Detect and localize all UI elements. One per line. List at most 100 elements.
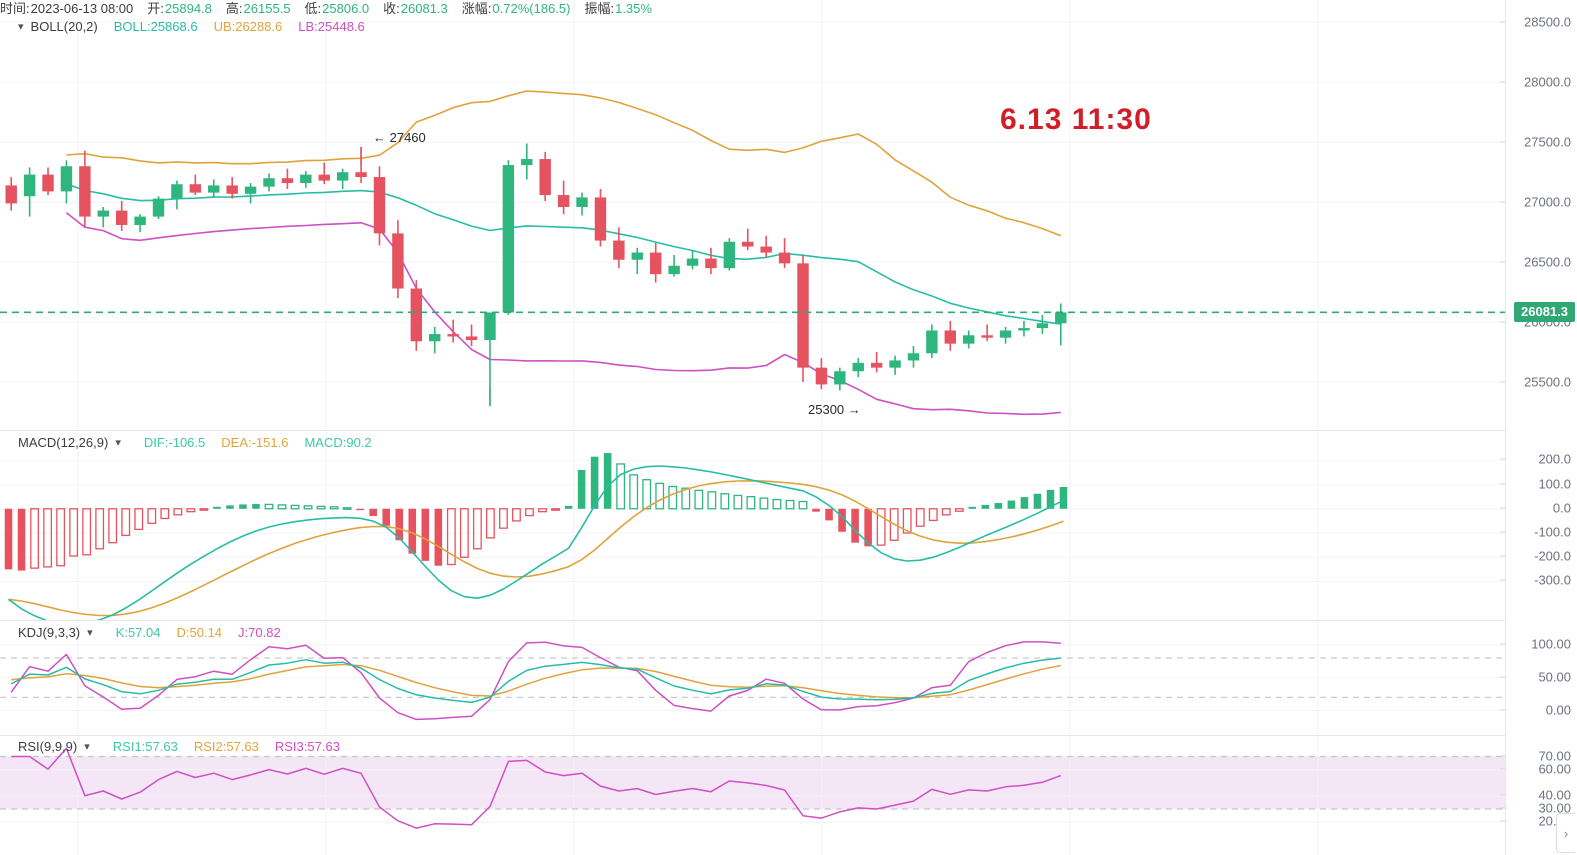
boll-lower-value: LB:25448.6 <box>298 19 365 34</box>
kdj-axis: 100.00 50.00 0.00 <box>1500 620 1577 735</box>
chevron-down-icon[interactable]: ▾ <box>115 437 121 449</box>
info-field-amplitude: 振幅: 1.35% <box>584 0 652 18</box>
axis-tick-label: 40.00 <box>1538 787 1571 803</box>
info-field-open: 开: 25894.8 <box>147 0 212 18</box>
kdj-k-value: K:57.04 <box>115 625 161 640</box>
axis-tick-label: 30.00 <box>1538 800 1571 816</box>
info-value: 26081.3 <box>400 1 448 16</box>
axis-tick-mark <box>1500 507 1506 509</box>
axis-line <box>1505 430 1506 620</box>
axis-tick-mark <box>1500 676 1506 678</box>
info-value: 25894.8 <box>164 1 212 16</box>
info-field-close: 收: 26081.3 <box>383 0 448 18</box>
info-value: 26155.5 <box>243 1 291 16</box>
kdj-d-value: D:50.14 <box>176 625 223 640</box>
boll-label: BOLL(20,2) <box>30 19 98 34</box>
kdj-chart-pane[interactable] <box>0 620 1505 736</box>
axis-tick-mark <box>1500 141 1506 143</box>
axis-tick-mark <box>1500 768 1506 770</box>
axis-line <box>1505 620 1506 735</box>
info-label: 时间: <box>0 1 30 16</box>
axis-tick-mark <box>1500 21 1506 23</box>
axis-tick-mark <box>1500 643 1506 645</box>
axis-tick-label: 26500.0 <box>1524 254 1571 270</box>
date-time-stamp: 6.13 11:30 <box>1000 103 1152 136</box>
macd-chart-pane[interactable] <box>0 430 1505 621</box>
axis-tick-label: 100.00 <box>1531 636 1571 652</box>
rsi2-value: RSI2:57.63 <box>193 739 259 754</box>
macd-dea-value: DEA:-151.6 <box>221 435 289 450</box>
axis-tick-label: 100.0 <box>1538 476 1571 492</box>
high-price-annotation: ← 27460 <box>373 130 426 145</box>
info-field-low: 低: 25806.0 <box>305 0 370 18</box>
scroll-right-button[interactable]: › <box>1556 813 1575 853</box>
axis-tick-mark <box>1500 201 1506 203</box>
info-field-change: 涨幅: 0.72%(186.5) <box>462 0 571 18</box>
boll-upper-value: UB:26288.6 <box>213 19 283 34</box>
axis-tick-mark <box>1500 709 1506 711</box>
macd-label: MACD(12,26,9) <box>18 435 109 450</box>
info-label: 收: <box>383 1 400 16</box>
axis-tick-label: 0.0 <box>1552 500 1571 516</box>
price-chart-pane[interactable] <box>0 0 1505 430</box>
rsi-indicator-legend[interactable]: RSI(9,9,9) ▾ RSI1:57.63 RSI2:57.63 RSI3:… <box>0 738 340 756</box>
info-value: 1.35% <box>615 1 652 16</box>
axis-tick-label: 27000.0 <box>1524 194 1571 210</box>
kdj-j-value: J:70.82 <box>238 625 281 640</box>
axis-tick-mark <box>1500 555 1506 557</box>
axis-tick-mark <box>1500 579 1506 581</box>
info-field-time: 时间: 2023-06-13 08:00 <box>0 0 133 18</box>
info-value: 2023-06-13 08:00 <box>30 1 134 16</box>
rsi-chart-pane[interactable] <box>0 735 1505 855</box>
info-label: 开: <box>147 1 164 16</box>
info-label: 高: <box>225 1 243 16</box>
axis-tick-label: 25500.0 <box>1524 374 1571 390</box>
axis-tick-mark <box>1500 261 1506 263</box>
axis-tick-mark <box>1500 381 1506 383</box>
low-price-annotation: 25300 → <box>808 402 861 417</box>
axis-tick-label: -300.0 <box>1534 572 1571 588</box>
axis-tick-label: -100.0 <box>1534 524 1571 540</box>
axis-tick-mark <box>1500 531 1506 533</box>
macd-axis: 200.0 100.0 0.0 -100.0 -200.0 -300.0 <box>1500 430 1577 620</box>
axis-tick-label: 28500.0 <box>1524 14 1571 30</box>
axis-tick-mark <box>1500 820 1506 822</box>
axis-line <box>1505 0 1506 430</box>
axis-tick-label: 28000.0 <box>1524 74 1571 90</box>
axis-tick-mark <box>1500 794 1506 796</box>
rsi3-value: RSI3:57.63 <box>274 739 340 754</box>
rsi1-value: RSI1:57.63 <box>112 739 178 754</box>
macd-dif-value: DIF:-106.5 <box>143 435 206 450</box>
ohlc-info-bar: 时间: 2023-06-13 08:00 开: 25894.8 高: 26155… <box>0 0 1577 18</box>
info-value: 25806.0 <box>322 1 370 16</box>
chevron-down-icon[interactable]: ▾ <box>84 741 90 753</box>
axis-tick-mark <box>1500 321 1506 323</box>
kdj-label: KDJ(9,3,3) <box>18 625 81 640</box>
axis-tick-mark <box>1500 755 1506 756</box>
info-label: 振幅: <box>584 1 615 16</box>
axis-tick-mark <box>1500 458 1506 460</box>
axis-tick-mark <box>1500 807 1506 809</box>
macd-indicator-legend[interactable]: MACD(12,26,9) ▾ DIF:-106.5 DEA:-151.6 MA… <box>0 434 372 452</box>
axis-tick-label: 0.00 <box>1545 702 1571 718</box>
axis-tick-label: 70.00 <box>1538 748 1571 763</box>
current-price-badge: 26081.3 <box>1514 302 1575 323</box>
info-label: 低: <box>304 1 322 16</box>
axis-tick-label: 60.00 <box>1538 761 1571 777</box>
price-axis: 28500.028000.027500.027000.026500.026000… <box>1500 0 1577 430</box>
axis-tick-label: 200.0 <box>1538 451 1571 467</box>
axis-tick-label: 50.00 <box>1538 669 1571 685</box>
chevron-down-icon[interactable]: ▾ <box>18 21 24 33</box>
axis-tick-mark <box>1500 81 1506 83</box>
rsi-label: RSI(9,9,9) <box>18 739 78 754</box>
boll-indicator-legend[interactable]: ▾ BOLL(20,2) BOLL:25868.6 UB:26288.6 LB:… <box>0 18 365 36</box>
macd-hist-value: MACD:90.2 <box>304 435 372 450</box>
axis-tick-label: 27500.0 <box>1524 134 1571 150</box>
kdj-indicator-legend[interactable]: KDJ(9,3,3) ▾ K:57.04 D:50.14 J:70.82 <box>0 624 281 642</box>
info-label: 涨幅: <box>461 1 492 16</box>
axis-tick-label: -200.0 <box>1534 548 1571 564</box>
info-field-high: 高: 26155.5 <box>226 0 291 18</box>
chevron-down-icon[interactable]: ▾ <box>87 627 93 639</box>
axis-tick-mark <box>1500 483 1506 485</box>
